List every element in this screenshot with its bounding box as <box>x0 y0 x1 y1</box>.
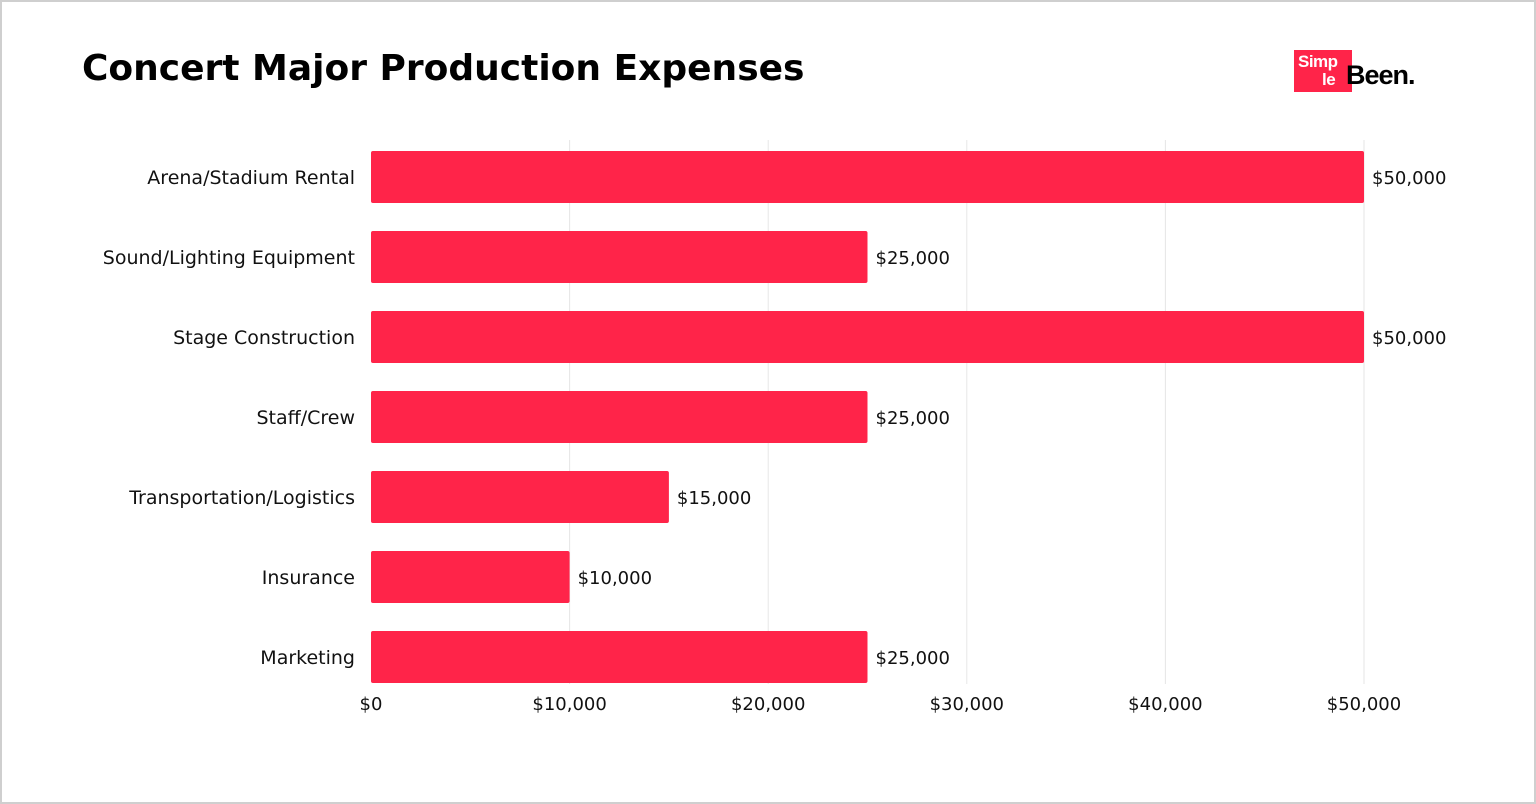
bar <box>371 231 868 283</box>
bar <box>371 631 868 683</box>
category-label: Stage Construction <box>173 327 355 349</box>
x-tick-label: $0 <box>360 694 383 715</box>
chart-title: Concert Major Production Expenses <box>82 48 805 89</box>
value-label: $15,000 <box>677 488 751 509</box>
bar <box>371 311 1364 363</box>
logo-text-le: le <box>1322 70 1336 89</box>
bar <box>371 151 1364 203</box>
logo-badge <box>1294 50 1352 92</box>
logo-text-been: Been. <box>1346 60 1416 90</box>
category-label: Sound/Lighting Equipment <box>103 247 355 269</box>
x-tick-label: $50,000 <box>1327 694 1401 715</box>
category-label: Marketing <box>260 647 355 669</box>
value-label: $50,000 <box>1372 168 1446 189</box>
value-label: $25,000 <box>876 648 950 669</box>
brand-logo: Simp le Been. <box>1294 50 1454 92</box>
value-label: $50,000 <box>1372 328 1446 349</box>
category-label: Insurance <box>262 567 355 589</box>
x-tick-label: $20,000 <box>731 694 805 715</box>
value-label: $10,000 <box>578 568 652 589</box>
category-label: Staff/Crew <box>256 407 355 429</box>
x-tick-label: $40,000 <box>1128 694 1202 715</box>
x-tick-label: $30,000 <box>930 694 1004 715</box>
value-label: $25,000 <box>876 408 950 429</box>
bar <box>371 391 868 443</box>
category-label: Arena/Stadium Rental <box>147 167 355 189</box>
logo-text-simp: Simp <box>1298 52 1338 71</box>
bar <box>371 471 669 523</box>
bar <box>371 551 570 603</box>
x-tick-label: $10,000 <box>532 694 606 715</box>
category-label: Transportation/Logistics <box>128 487 355 509</box>
value-label: $25,000 <box>876 248 950 269</box>
